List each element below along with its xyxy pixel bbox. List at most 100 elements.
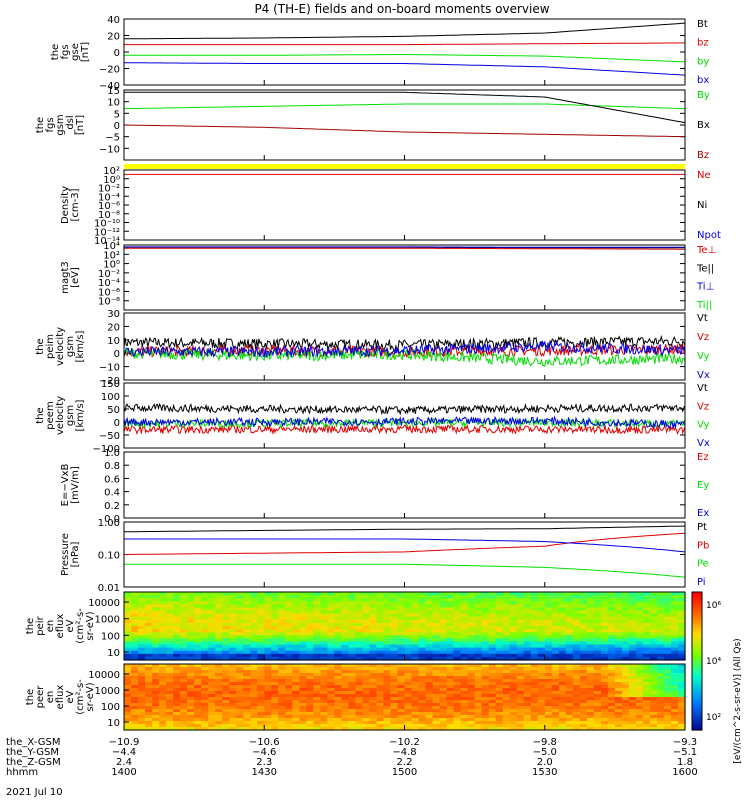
- heatmap-cell: [565, 604, 574, 609]
- heatmap-cell: [657, 670, 665, 674]
- heatmap-cell: [488, 598, 497, 602]
- heatmap-cell: [173, 592, 181, 596]
- heatmap-cell: [657, 592, 665, 596]
- heatmap-cell: [320, 610, 328, 615]
- heatmap-cell: [180, 598, 188, 602]
- heatmap-cell: [642, 619, 651, 624]
- heatmap-cell: [138, 664, 146, 668]
- heatmap-cell: [664, 607, 672, 612]
- heatmap-cell: [173, 688, 181, 692]
- heatmap-cell: [390, 691, 399, 695]
- heatmap-cell: [586, 604, 595, 609]
- heatmap-cell: [327, 650, 335, 655]
- heatmap-cell: [425, 641, 434, 646]
- heatmap-cell: [516, 670, 525, 674]
- heatmap-cell: [628, 694, 637, 698]
- heatmap-cell: [320, 709, 328, 713]
- heatmap-cell: [446, 607, 455, 612]
- ytick-label: 150: [101, 379, 120, 390]
- heatmap-cell: [404, 706, 413, 710]
- heatmap-cell: [671, 673, 679, 677]
- heatmap-cell: [530, 629, 539, 633]
- heatmap-cell: [558, 715, 567, 719]
- heatmap-cell: [551, 619, 560, 624]
- heatmap-cell: [159, 607, 167, 612]
- heatmap-cell: [341, 613, 349, 618]
- heatmap-cell: [222, 650, 230, 655]
- colorbar-cell: [692, 598, 702, 602]
- heatmap-cell: [404, 694, 413, 698]
- heatmap-cell: [131, 688, 139, 692]
- heatmap-cell: [180, 595, 188, 599]
- heatmap-cell: [180, 635, 188, 639]
- heatmap-cell: [187, 727, 195, 731]
- heatmap-cell: [551, 641, 560, 646]
- xaxis-value: 1400: [111, 767, 136, 778]
- heatmap-cell: [397, 653, 406, 658]
- heatmap-cell: [201, 706, 209, 710]
- heatmap-cell: [180, 670, 188, 674]
- heatmap-cell: [334, 679, 342, 683]
- heatmap-cell: [348, 610, 356, 615]
- heatmap-cell: [628, 592, 637, 596]
- heatmap-cell: [495, 670, 504, 674]
- heatmap-cell: [257, 638, 265, 643]
- heatmap-cell: [208, 632, 216, 636]
- heatmap-cell: [664, 724, 672, 728]
- heatmap-cell: [124, 626, 132, 630]
- heatmap-cell: [586, 712, 595, 716]
- heatmap-cell: [390, 709, 399, 713]
- heatmap-cell: [299, 718, 307, 722]
- heatmap-cell: [446, 712, 455, 716]
- heatmap-cell: [159, 598, 167, 602]
- heatmap-cell: [348, 700, 356, 704]
- heatmap-cell: [593, 604, 602, 609]
- heatmap-cell: [201, 715, 209, 719]
- heatmap-cell: [523, 703, 532, 707]
- heatmap-cell: [404, 664, 413, 668]
- heatmap-cell: [306, 653, 314, 658]
- heatmap-cell: [362, 676, 370, 680]
- heatmap-cell: [446, 647, 455, 652]
- heatmap-cell: [544, 712, 553, 716]
- heatmap-cell: [124, 613, 132, 618]
- heatmap-cell: [292, 592, 300, 596]
- heatmap-cell: [215, 635, 223, 639]
- heatmap-cell: [664, 703, 672, 707]
- heatmap-cell: [614, 712, 623, 716]
- heatmap-cell: [194, 715, 202, 719]
- heatmap-cell: [404, 724, 413, 728]
- heatmap-cell: [341, 650, 349, 655]
- heatmap-cell: [502, 685, 511, 689]
- heatmap-cell: [341, 721, 349, 725]
- heatmap-cell: [607, 679, 616, 683]
- heatmap-cell: [131, 670, 139, 674]
- heatmap-cell: [593, 703, 602, 707]
- heatmap-cell: [453, 688, 462, 692]
- heatmap-cell: [628, 638, 637, 643]
- heatmap-cell: [299, 703, 307, 707]
- heatmap-cell: [404, 592, 413, 596]
- heatmap-cell: [649, 632, 658, 636]
- heatmap-cell: [411, 688, 420, 692]
- heatmap-cell: [299, 697, 307, 701]
- heatmap-cell: [439, 622, 448, 627]
- heatmap-cell: [320, 650, 328, 655]
- heatmap-cell: [600, 638, 609, 643]
- xaxis-date: 2021 Jul 10: [6, 787, 63, 798]
- heatmap-cell: [544, 616, 553, 621]
- heatmap-cell: [271, 667, 279, 671]
- heatmap-cell: [369, 601, 377, 605]
- heatmap-cell: [397, 619, 406, 624]
- heatmap-cell: [173, 673, 181, 677]
- ytick-label: 10⁻¹⁰: [94, 219, 120, 230]
- heatmap-cell: [411, 673, 420, 677]
- heatmap-cell: [299, 715, 307, 719]
- heatmap-cell: [397, 724, 406, 728]
- heatmap-cell: [432, 688, 441, 692]
- heatmap-cell: [397, 638, 406, 643]
- heatmap-cell: [460, 667, 469, 671]
- heatmap-cell: [348, 635, 356, 639]
- heatmap-cell: [236, 626, 244, 630]
- heatmap-cell: [642, 598, 651, 602]
